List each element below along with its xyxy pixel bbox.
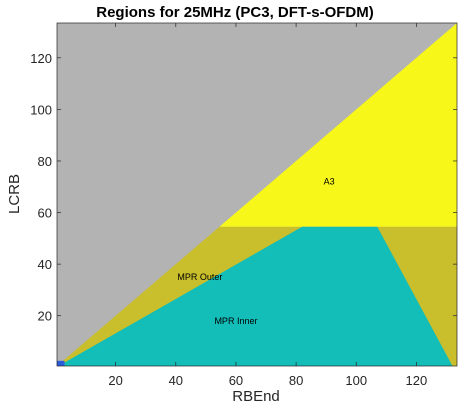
a3-region [219,23,457,227]
x-axis-label: RBEnd [232,388,280,405]
x-tick-label: 40 [169,373,183,388]
region-labels: A3 MPR Outer MPR Inner [177,177,334,326]
region-label: MPR Inner [214,316,257,326]
x-tick-label: 80 [289,373,303,388]
x-axis-ticks: 20 40 60 80 100 120 [108,23,427,388]
x-tick-label: 120 [406,373,428,388]
y-tick-label: 120 [30,51,52,66]
mpr-inner-region [58,226,453,366]
y-tick-label: 40 [38,257,52,272]
x-tick-label: 60 [229,373,243,388]
y-tick-label: 80 [38,154,52,169]
plot-frame [56,22,458,367]
x-tick-label: 20 [108,373,122,388]
edge-cell [57,360,65,366]
x-tick-label: 100 [345,373,367,388]
plot-area [57,23,457,366]
y-tick-label: 100 [30,102,52,117]
chart-title: Regions for 25MHz (PC3, DFT-s-OFDM) [96,4,374,21]
y-tick-label: 20 [38,309,52,324]
y-axis-ticks: 20 40 60 80 100 120 [30,51,457,324]
y-tick-label: 60 [38,206,52,221]
region-label: MPR Outer [177,272,222,282]
region-label: A3 [324,177,335,187]
y-axis-label: LCRB [6,174,23,214]
